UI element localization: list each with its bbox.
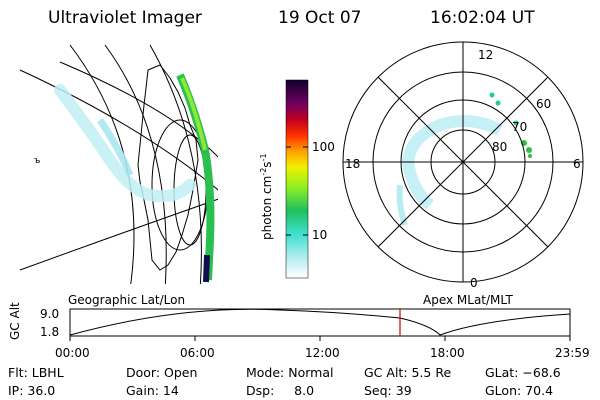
colorbar-label: photon cm-2s-1 xyxy=(259,153,274,240)
mode-info: Mode: Normal xyxy=(246,365,334,380)
geographic-label: Geographic Lat/Lon xyxy=(68,293,186,307)
polar-plot xyxy=(342,41,584,283)
gcalt-info: GC Alt: 5.5 Re xyxy=(364,365,452,380)
lat-label-60: 60 xyxy=(536,97,552,111)
apex-label: Apex MLat/MLT xyxy=(423,293,513,307)
dsp-info: Dsp: 8.0 xyxy=(246,383,315,398)
mlt-label-6: 6 xyxy=(573,157,581,171)
svg-text:ъ: ъ xyxy=(34,156,40,166)
colorbar xyxy=(285,79,309,279)
mlt-label-12: 12 xyxy=(478,48,494,62)
time-tick-0000: 00:00 xyxy=(55,346,90,360)
time-tick-2359: 23:59 xyxy=(555,346,590,360)
mlt-label-18: 18 xyxy=(345,157,361,171)
altitude-ylabel: GC Alt xyxy=(8,302,22,340)
time-tick-0600: 06:00 xyxy=(180,346,215,360)
door-info: Door: Open xyxy=(126,365,198,380)
colorbar-tick-100: 100 xyxy=(312,140,335,154)
time-tick-1800: 18:00 xyxy=(430,346,465,360)
altitude-plot-frame xyxy=(69,308,571,337)
altitude-ymax: 9.0 xyxy=(40,307,60,321)
geographic-map: ъ xyxy=(19,44,218,284)
app-title: Ultraviolet Imager xyxy=(48,8,202,28)
altitude-ymin: 1.8 xyxy=(40,325,60,339)
colorbar-tick-10: 10 xyxy=(312,228,328,242)
lat-label-70: 70 xyxy=(512,120,528,134)
gain-info: Gain: 14 xyxy=(126,383,179,398)
date-label: 19 Oct 07 xyxy=(278,8,362,28)
glon-info: GLon: 70.4 xyxy=(485,383,554,398)
ip-info: IP: 36.0 xyxy=(8,383,56,398)
glat-info: GLat: −68.6 xyxy=(485,365,561,380)
flt-info: Flt: LBHL xyxy=(8,365,64,380)
lat-label-80: 80 xyxy=(492,140,508,154)
time-label: 16:02:04 UT xyxy=(430,8,535,28)
seq-info: Seq: 39 xyxy=(364,383,412,398)
time-tick-1200: 12:00 xyxy=(305,346,340,360)
mlt-label-0: 0 xyxy=(470,276,478,290)
